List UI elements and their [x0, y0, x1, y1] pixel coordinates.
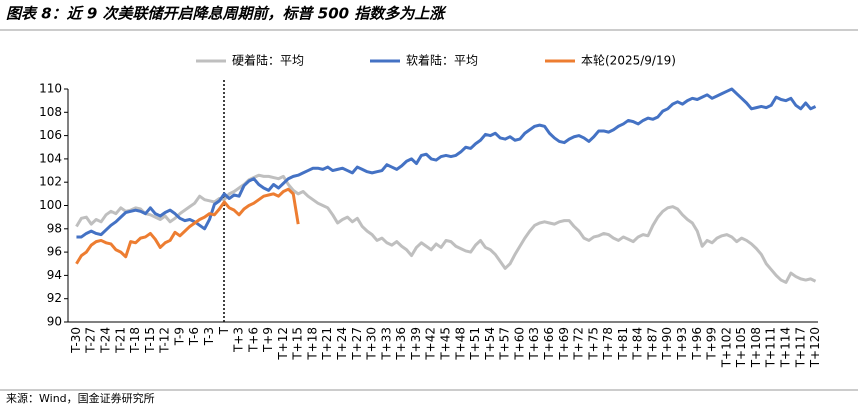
x-tick-label: T+63 [527, 327, 541, 361]
x-tick-label: T+51 [468, 327, 482, 361]
x-tick-label: T-21 [113, 327, 127, 354]
x-tick-label: T-24 [99, 327, 113, 354]
x-tick-label: T+108 [749, 327, 763, 368]
x-tick-label: T+117 [793, 327, 807, 368]
y-tick-label: 102 [39, 175, 62, 189]
x-tick-label: T+96 [690, 327, 704, 361]
y-tick-label: 104 [39, 151, 62, 165]
x-tick-label: T-12 [158, 327, 172, 354]
legend-label: 软着陆：平均 [406, 53, 478, 68]
x-tick-label: T+84 [631, 327, 645, 361]
x-tick-label: T+60 [512, 327, 526, 361]
x-tick-label: T+30 [365, 327, 379, 361]
series-line [75, 173, 817, 284]
x-tick-label: T+93 [675, 327, 689, 361]
x-tick-label: T+15 [291, 327, 305, 361]
y-tick-label: 90 [47, 315, 62, 329]
x-tick-label: T-15 [143, 327, 157, 354]
x-tick-label: T-18 [128, 327, 142, 354]
x-tick-label: T+90 [660, 327, 674, 361]
x-tick-label: T+3 [232, 327, 246, 353]
legend-label: 硬着陆：平均 [232, 53, 304, 68]
x-tick-label: T+66 [542, 327, 556, 361]
y-tick-label: 92 [47, 291, 62, 305]
y-tick-label: 100 [39, 198, 62, 212]
series-line [75, 187, 300, 265]
x-tick-label: T+54 [483, 327, 497, 361]
x-tick-label: T-3 [202, 327, 216, 346]
x-tick-label: T+33 [379, 327, 393, 361]
y-tick-label: 98 [47, 221, 62, 235]
x-tick-label: T+45 [439, 327, 453, 361]
y-tick-label: 108 [39, 105, 62, 119]
x-tick-label: T [217, 326, 231, 335]
series-line [76, 87, 817, 239]
x-tick-label: T+120 [808, 327, 822, 368]
y-tick-label: 106 [39, 128, 62, 142]
x-tick-label: T+18 [305, 327, 319, 361]
x-tick-label: T+24 [335, 327, 349, 361]
source: 来源：Wind，国金证券研究所 [6, 391, 155, 405]
x-tick-label: T+57 [498, 327, 512, 361]
x-tick-label: T+87 [645, 327, 659, 361]
x-tick-label: T+75 [586, 327, 600, 361]
legend-label: 本轮(2025/9/19) [581, 54, 676, 68]
x-tick-label: T+99 [705, 327, 719, 361]
x-tick-label: T+81 [616, 327, 630, 361]
x-tick-label: T-27 [84, 327, 98, 354]
x-tick-label: T+105 [734, 327, 748, 368]
x-tick-label: T+72 [572, 327, 586, 361]
x-tick-label: T+27 [350, 327, 364, 361]
chart-title: 图表 8：近 9 次美联储开启降息周期前，标普 500 指数多为上涨 [6, 5, 447, 23]
x-tick-label: T+12 [276, 327, 290, 361]
x-tick-label: T+21 [320, 327, 334, 361]
y-tick-label: 110 [39, 82, 62, 96]
x-tick-label: T+111 [764, 327, 778, 368]
x-tick-label: T+42 [424, 327, 438, 361]
y-tick-label: 96 [47, 245, 62, 259]
x-tick-label: T+39 [409, 327, 423, 361]
x-tick-label: T+6 [246, 327, 260, 353]
x-tick-label: T+36 [394, 327, 408, 361]
x-tick-label: T+78 [601, 327, 615, 361]
x-tick-label: T+102 [719, 327, 733, 368]
x-tick-label: T-6 [187, 327, 201, 346]
x-tick-label: T+69 [557, 327, 571, 361]
x-tick-label: T+9 [261, 327, 275, 353]
x-tick-label: T-9 [172, 327, 186, 346]
x-tick-label: T+114 [778, 327, 792, 368]
x-tick-label: T-30 [69, 327, 83, 354]
y-tick-label: 94 [47, 268, 62, 282]
x-tick-label: T+48 [453, 327, 467, 361]
